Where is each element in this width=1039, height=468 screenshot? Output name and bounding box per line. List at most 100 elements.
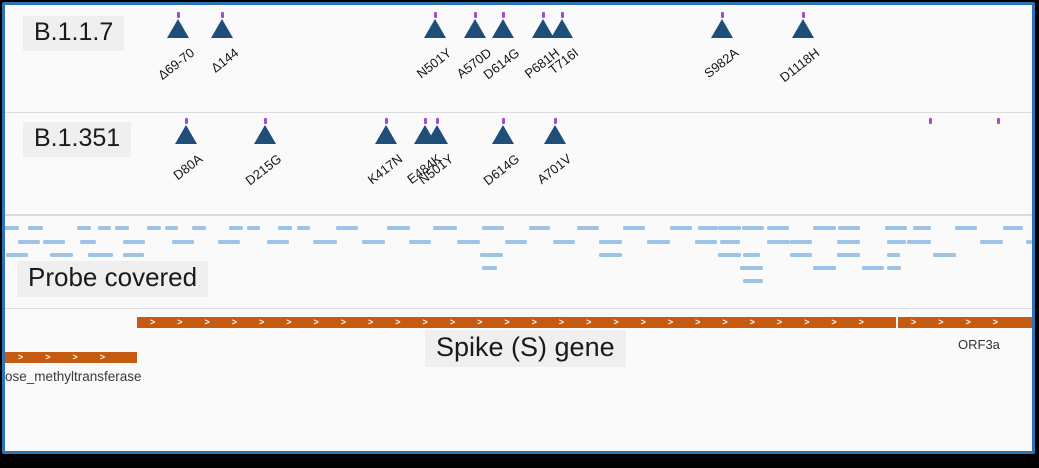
mutation-triangle-icon	[167, 19, 189, 38]
probe-segment	[433, 226, 457, 230]
probe-segment	[98, 226, 111, 230]
probe-segment	[28, 226, 43, 230]
probe-segment	[767, 240, 790, 244]
probe-segment	[837, 240, 860, 244]
gene-bar-orf3a: >>>>	[898, 317, 1032, 328]
probe-segment	[482, 226, 504, 230]
mutation-position-tick	[553, 118, 557, 124]
mutation-position-tick	[801, 12, 805, 18]
mutation-position-tick	[473, 12, 477, 18]
probe-segment	[165, 226, 178, 230]
probe-segment	[123, 240, 145, 244]
probe-segment	[718, 226, 741, 230]
probe-segment	[955, 226, 977, 230]
mutation-triangle-icon	[544, 125, 566, 144]
probe-segment	[123, 253, 144, 257]
mutation-position-tick	[433, 12, 437, 18]
probe-segment	[837, 253, 860, 257]
probe-segment	[278, 226, 292, 230]
probe-segment	[838, 226, 860, 230]
track-label-b117: B.1.1.7	[23, 16, 125, 51]
gene-label-orf3a: ORF3a	[958, 337, 1000, 352]
probe-segment	[623, 226, 645, 230]
mutation-triangle-icon	[375, 125, 397, 144]
probe-segment	[553, 240, 575, 244]
mutation-position-tick	[384, 118, 388, 124]
track-separator	[5, 214, 1032, 216]
probe-segment	[297, 226, 310, 230]
probe-segment	[172, 240, 194, 244]
gene-label-methyltransferase: ose_methyltransferase	[5, 369, 142, 384]
probe-segment	[720, 240, 740, 244]
mutation-position-tick	[541, 12, 545, 18]
mutation-triangle-icon	[551, 19, 573, 38]
gene-bar-methyltransferase: >>>>	[5, 352, 137, 363]
figure-panel: B.1.1.7 B.1.351 Probe covered Spike (S) …	[2, 2, 1035, 454]
mutation-position-tick	[928, 118, 932, 124]
mutation-triangle-icon	[254, 125, 276, 144]
mutation-triangle-icon	[424, 19, 446, 38]
probe-segment	[115, 226, 129, 230]
probe-segment	[77, 226, 91, 230]
probe-segment	[862, 266, 884, 270]
probe-segment	[1026, 240, 1032, 244]
mutation-triangle-icon	[175, 125, 197, 144]
probe-segment	[88, 253, 113, 257]
probe-segment	[529, 226, 550, 230]
mutation-triangle-icon	[426, 125, 448, 144]
probe-segment	[409, 240, 431, 244]
mutation-position-tick	[560, 12, 564, 18]
probe-segment	[913, 226, 931, 230]
probe-segment	[43, 240, 65, 244]
probe-segment	[698, 226, 718, 230]
mutation-triangle-icon	[492, 19, 514, 38]
probe-segment	[50, 253, 73, 257]
mutation-position-tick	[176, 12, 180, 18]
probe-segment	[790, 253, 812, 257]
mutation-position-tick	[263, 118, 267, 124]
probe-segment	[18, 240, 40, 244]
probe-segment	[457, 240, 480, 244]
probe-segment	[647, 240, 670, 244]
probe-segment	[247, 226, 260, 230]
probe-segment	[933, 253, 956, 257]
mutation-triangle-icon	[464, 19, 486, 38]
mutation-triangle-icon	[711, 19, 733, 38]
mutation-triangle-icon	[492, 125, 514, 144]
probe-segment	[480, 253, 503, 257]
probe-segment	[670, 226, 692, 230]
mutation-position-tick	[501, 12, 505, 18]
probe-segment	[740, 266, 763, 270]
probe-segment	[743, 279, 763, 283]
probe-segment	[695, 240, 717, 244]
probe-segment	[813, 226, 836, 230]
probe-segment	[267, 240, 289, 244]
probe-segment	[482, 266, 497, 270]
mutation-triangle-icon	[792, 19, 814, 38]
probe-segment	[6, 253, 28, 257]
probe-segment	[505, 240, 527, 244]
mutation-triangle-icon	[211, 19, 233, 38]
probe-segment	[599, 253, 622, 257]
probe-segment	[599, 240, 622, 244]
probe-segment	[1003, 226, 1023, 230]
probe-segment	[362, 240, 385, 244]
mutation-position-tick	[184, 118, 188, 124]
probe-segment	[577, 226, 599, 230]
probe-segment	[336, 226, 358, 230]
track-label-b1351: B.1.351	[23, 122, 132, 157]
probe-segment	[218, 240, 240, 244]
probe-segment	[887, 240, 906, 244]
mutation-triangle-icon	[532, 19, 554, 38]
probe-segment	[742, 226, 764, 230]
mutation-position-tick	[435, 118, 439, 124]
probe-segment	[767, 226, 789, 230]
probe-segment	[192, 226, 206, 230]
probe-segment	[790, 240, 812, 244]
probe-segment	[229, 226, 243, 230]
mutation-position-tick	[501, 118, 505, 124]
probe-segment	[80, 240, 96, 244]
mutation-position-tick	[220, 12, 224, 18]
gene-label-spike: Spike (S) gene	[425, 330, 626, 368]
